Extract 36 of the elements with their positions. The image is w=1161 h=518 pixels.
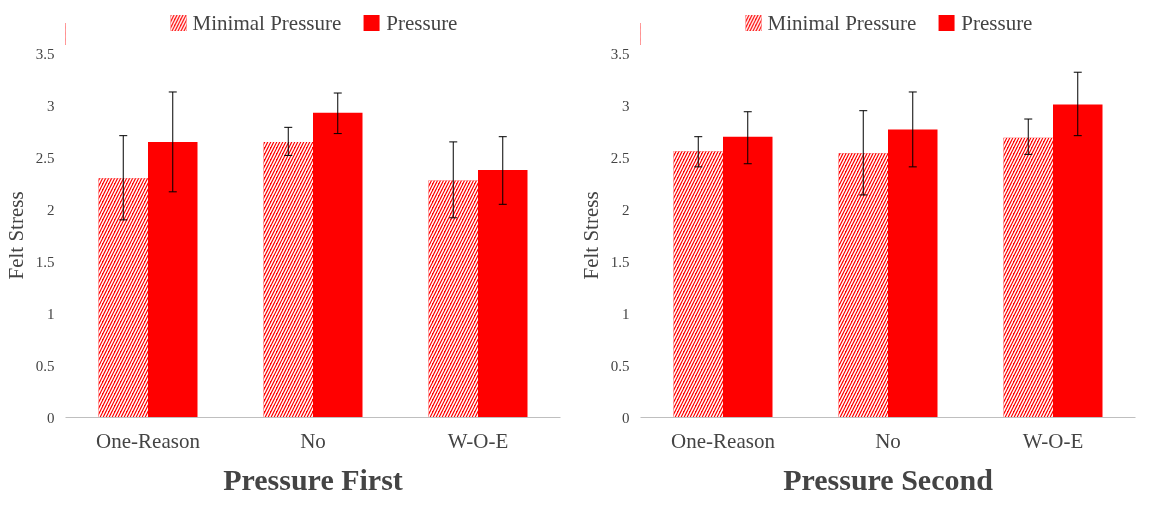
x-tick-label: One-Reason (671, 428, 776, 453)
x-tick-label: No (300, 428, 326, 453)
x-tick-label: W-O-E (447, 428, 509, 453)
y-tick-label: 2.5 (35, 149, 55, 166)
bar (723, 136, 773, 418)
bar (1053, 104, 1103, 418)
y-tick-label: 0 (47, 409, 55, 426)
y-tick-label: 1.5 (610, 253, 630, 270)
y-tick-label: 0.5 (35, 357, 55, 374)
bar (478, 169, 528, 418)
y-tick-label: 1 (622, 305, 630, 322)
y-tick-label: 2 (622, 201, 630, 218)
text: Pressure First (223, 462, 403, 496)
text: Pressure Second (783, 462, 994, 496)
x-tick-label: No (875, 428, 901, 453)
y-tick-label: 3 (47, 97, 55, 114)
legend-label: Minimal Pressure (767, 10, 917, 35)
legend-label: Pressure (961, 10, 1033, 35)
y-tick-label: 0 (622, 409, 630, 426)
y-axis-title: Felt Stress (3, 191, 28, 280)
legend-label: Pressure (386, 10, 458, 35)
y-tick-label: 2.5 (610, 149, 630, 166)
bar (888, 129, 938, 418)
y-tick-label: 2 (47, 201, 55, 218)
y-tick-label: 3.5 (35, 45, 55, 62)
x-tick-label: W-O-E (1022, 428, 1084, 453)
bar (148, 141, 198, 418)
y-tick-label: 0.5 (610, 357, 630, 374)
y-axis-title: Felt Stress (578, 191, 603, 280)
x-tick-label: One-Reason (96, 428, 201, 453)
y-tick-label: 3 (622, 97, 630, 114)
bar (313, 112, 363, 418)
y-tick-label: 3.5 (610, 45, 630, 62)
legend-label: Minimal Pressure (192, 10, 342, 35)
y-tick-label: 1.5 (35, 253, 55, 270)
y-tick-label: 1 (47, 305, 55, 322)
